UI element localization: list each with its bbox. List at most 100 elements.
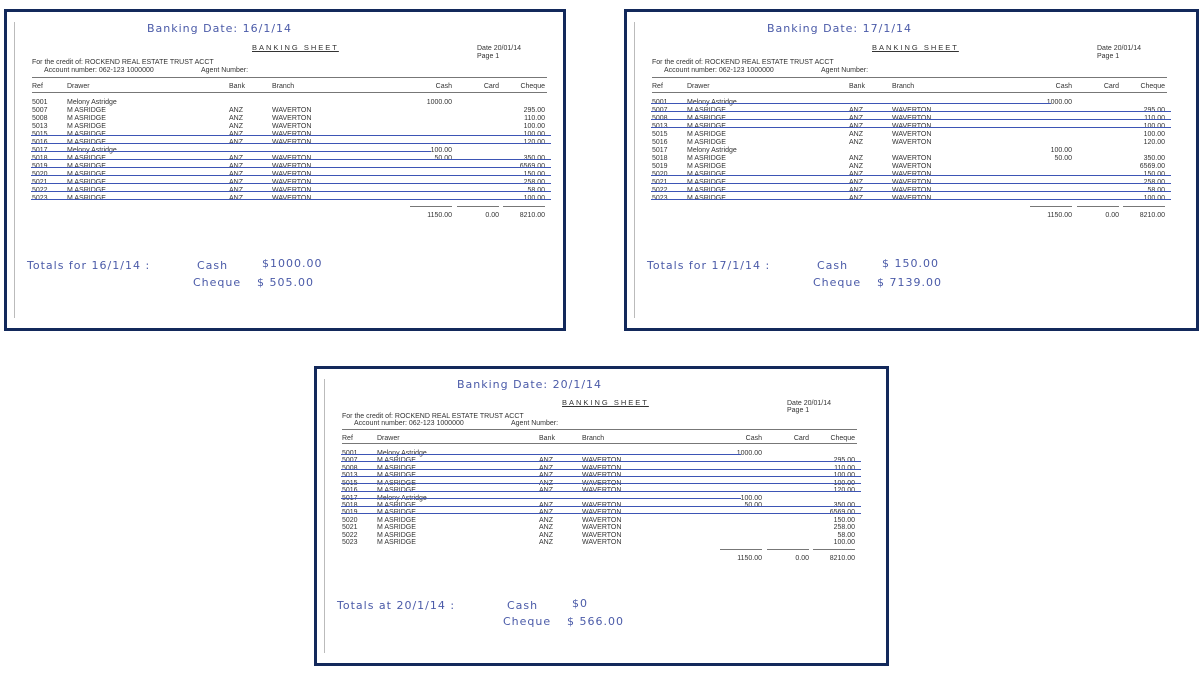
strike-through-line (651, 111, 1171, 112)
cell-branch: WAVERTON (272, 155, 311, 163)
cell-cheque: 258.00 (833, 524, 855, 532)
strike-through-line (31, 199, 551, 200)
totals-cheque-label: Cheque (503, 614, 552, 628)
cell-branch: WAVERTON (272, 115, 312, 122)
column-header-drawer: Drawer (687, 83, 710, 90)
cell-cash: 50.00 (1054, 155, 1072, 162)
column-header-bank: Bank (539, 435, 555, 443)
cell-cheque: 58.00 (485, 187, 545, 195)
cell-branch: WAVERTON (272, 171, 311, 179)
sheet-title: BANKING SHEET (872, 43, 959, 52)
column-header-card: Card (793, 435, 809, 443)
total-cash: 1150.00 (427, 212, 452, 219)
page-edge (14, 22, 15, 318)
cell-branch: WAVERTON (272, 123, 312, 130)
cell-branch: WAVERTON (582, 509, 621, 517)
cell-drawer: M ASRIDGE (377, 487, 416, 495)
cell-cash: 50.00 (392, 155, 452, 163)
agent-number: Agent Number: (201, 67, 249, 74)
cell-drawer: M ASRIDGE (67, 139, 106, 147)
cell-ref: 5008 (32, 115, 48, 122)
strike-through-line (341, 475, 861, 477)
cell-ref: 5007 (652, 107, 668, 115)
cell-branch: WAVERTON (892, 163, 932, 170)
cell-drawer: M ASRIDGE (687, 155, 726, 162)
cell-bank: ANZ (849, 123, 863, 131)
total-rule-cash (1030, 206, 1072, 207)
cell-cheque: 6569.00 (485, 163, 545, 171)
column-header-drawer: Drawer (67, 83, 90, 90)
cell-cheque: 110.00 (795, 465, 855, 473)
cell-bank: ANZ (849, 163, 863, 170)
total-cheque: 8210.00 (519, 212, 545, 219)
total-cash: 1150.00 (737, 555, 762, 562)
cell-cheque: 100.00 (795, 472, 855, 480)
cell-bank: ANZ (539, 516, 553, 524)
cell-bank: ANZ (539, 487, 553, 495)
strike-through-line (651, 175, 1171, 176)
column-header-ref: Ref (342, 435, 353, 443)
cell-branch: WAVERTON (892, 131, 932, 138)
cell-bank: ANZ (539, 509, 553, 517)
strike-through-line (341, 461, 861, 463)
totals-note-label: Totals for 16/1/14 : (27, 259, 151, 272)
cell-drawer: M ASRIDGE (67, 187, 106, 195)
cell-bank: ANZ (229, 179, 243, 187)
strike-through-line (651, 103, 1051, 104)
cell-cheque: 58.00 (1105, 187, 1165, 195)
total-rule-cash (410, 206, 452, 207)
cell-branch: WAVERTON (582, 465, 621, 473)
column-header-ref: Ref (32, 83, 43, 90)
total-rule-card (457, 206, 499, 207)
cell-drawer: M ASRIDGE (377, 465, 416, 473)
column-header-cash: Cash (745, 435, 762, 443)
cell-bank: ANZ (229, 171, 243, 179)
cell-drawer: Melony Astridge (67, 99, 117, 106)
cell-bank: ANZ (229, 195, 243, 203)
cell-bank: ANZ (849, 179, 863, 187)
cell-drawer: M ASRIDGE (67, 171, 106, 179)
agent-number: Agent Number: (511, 420, 559, 428)
agent-number: Agent Number: (821, 67, 869, 74)
cell-drawer: M ASRIDGE (377, 457, 416, 465)
banking-date-note: Banking Date: 16/1/14 (147, 22, 293, 35)
cell-drawer: M ASRIDGE (67, 179, 106, 187)
cell-drawer: M ASRIDGE (377, 502, 416, 510)
header-rule-bottom (32, 92, 547, 93)
column-header-cash: Cash (1055, 83, 1072, 90)
strike-through-line (31, 175, 551, 176)
strike-through-line (651, 191, 1171, 192)
cell-cheque: 6569.00 (795, 509, 855, 517)
cell-branch: WAVERTON (582, 524, 622, 532)
cell-bank: ANZ (229, 123, 243, 130)
sheet-title: BANKING SHEET (562, 397, 649, 407)
cell-cheque: 295.00 (795, 457, 855, 465)
totals-cash-label: Cash (507, 598, 539, 612)
totals-cash-value: $1000.00 (262, 257, 323, 270)
cell-ref: 5019 (652, 163, 668, 170)
cell-drawer: M ASRIDGE (687, 171, 726, 179)
cell-cash: 100.00 (1050, 147, 1072, 154)
cell-ref: 5017 (652, 147, 668, 154)
cell-bank: ANZ (849, 131, 863, 138)
page-number: Page 1 (477, 53, 500, 60)
totals-cheque-label: Cheque (193, 276, 242, 289)
cell-drawer: M ASRIDGE (377, 524, 416, 532)
cell-cheque: 150.00 (1105, 171, 1165, 179)
cell-bank: ANZ (539, 465, 553, 473)
cell-cheque: 100.00 (485, 131, 545, 139)
cell-ref: 5017 (32, 147, 48, 155)
total-rule-card (1077, 206, 1119, 207)
cell-ref: 5015 (652, 131, 668, 138)
cell-branch: WAVERTON (582, 487, 621, 495)
cell-bank: ANZ (849, 195, 863, 203)
cell-branch: WAVERTON (892, 123, 931, 131)
cell-ref: 5015 (32, 131, 48, 139)
totals-cash-value: $ 150.00 (882, 257, 939, 270)
column-header-ref: Ref (652, 83, 663, 90)
totals-note-label: Totals at 20/1/14 : (337, 598, 456, 612)
cell-ref: 5018 (32, 155, 48, 163)
cell-branch: WAVERTON (272, 131, 311, 139)
cell-branch: WAVERTON (272, 195, 311, 203)
cell-drawer: M ASRIDGE (687, 123, 726, 131)
